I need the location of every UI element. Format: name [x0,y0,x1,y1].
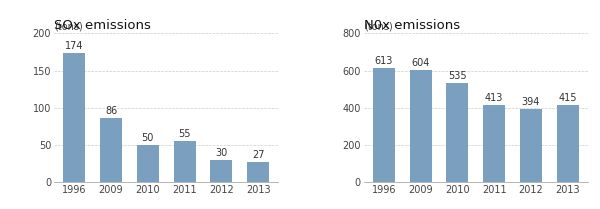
Text: 50: 50 [142,133,154,143]
Text: 604: 604 [412,58,430,68]
Bar [211,160,232,182]
Text: 174: 174 [65,41,83,51]
Text: 394: 394 [522,97,540,107]
Bar [137,145,159,182]
Bar [247,162,269,182]
Bar [557,105,579,182]
Bar [520,109,542,182]
Text: 415: 415 [559,93,577,103]
Text: 27: 27 [252,150,265,160]
Text: SOx emissions: SOx emissions [54,19,151,32]
Text: 613: 613 [374,56,393,66]
Text: 30: 30 [215,148,227,158]
Bar [446,83,469,182]
Bar [173,141,196,182]
Text: 535: 535 [448,71,467,81]
Bar [100,118,122,182]
Bar [410,70,431,182]
Text: N0x emissions: N0x emissions [364,19,460,32]
Text: 55: 55 [178,129,191,139]
Text: (tons): (tons) [364,22,392,32]
Bar [373,68,395,182]
Text: 413: 413 [485,93,503,103]
Bar [483,105,505,182]
Text: 86: 86 [105,106,117,116]
Text: (tons): (tons) [54,22,83,32]
Bar [63,53,85,182]
